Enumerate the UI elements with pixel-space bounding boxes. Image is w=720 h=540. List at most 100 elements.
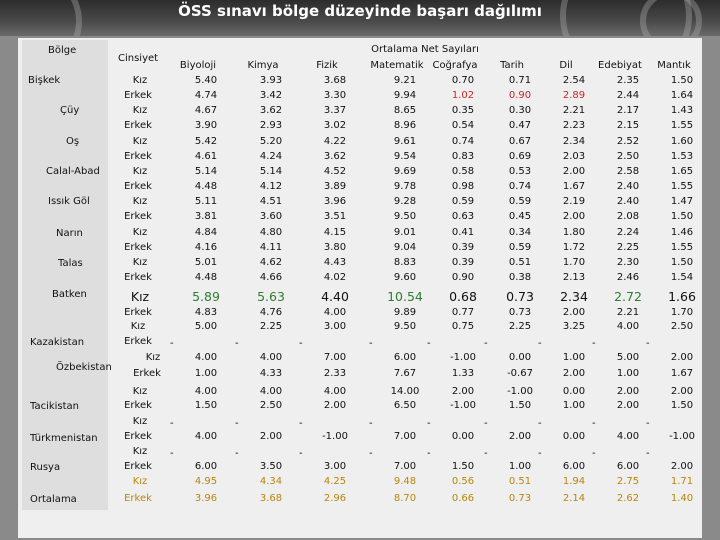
value-cell: 3.89 (323, 181, 347, 192)
value-cell: 2.33 (323, 368, 347, 379)
value-cell: 0.53 (508, 166, 532, 177)
value-cell: 1.71 (670, 476, 694, 487)
gender-cell: Kız (132, 416, 148, 427)
value-cell: 0.39 (451, 242, 475, 253)
value-cell: 2.00 (562, 368, 586, 379)
gender-cell: Erkek (124, 151, 152, 162)
region-label: Ortalama (30, 494, 77, 505)
value-cell: 0.74 (451, 136, 475, 147)
value-cell: 0.00 (508, 352, 532, 363)
value-cell: 5.20 (259, 136, 283, 147)
value-cell: 5.14 (194, 166, 218, 177)
value-cell: 4.15 (323, 227, 347, 238)
header-subject: Matematik (370, 60, 424, 71)
value-cell: 3.37 (323, 105, 347, 116)
gender-cell: Kız (132, 196, 148, 207)
value-cell: 2.00 (259, 431, 283, 442)
gender-cell: Kız (132, 75, 148, 86)
value-cell: 9.48 (393, 476, 417, 487)
value-cell: 9.01 (393, 227, 417, 238)
value-cell: 2.50 (616, 151, 640, 162)
value-cell: 4.16 (194, 242, 218, 253)
header-subject: Edebiyat (598, 60, 642, 71)
value-cell: 4.11 (259, 242, 283, 253)
value-cell: 1.70 (562, 257, 586, 268)
value-cell: 0.54 (451, 120, 475, 131)
value-cell: 1.72 (562, 242, 586, 253)
value-cell: - (299, 448, 303, 459)
header-subject: Kimya (247, 60, 279, 71)
gender-cell: Erkek (124, 242, 152, 253)
value-cell: 6.00 (393, 352, 417, 363)
value-cell: 1.50 (670, 400, 694, 411)
value-cell: 10.54 (387, 289, 423, 304)
value-cell: 9.94 (393, 90, 417, 101)
value-cell: 3.62 (259, 105, 283, 116)
value-cell: 9.60 (393, 272, 417, 283)
value-cell: 3.25 (562, 321, 586, 332)
value-cell: 0.90 (451, 272, 475, 283)
value-cell: 4.33 (259, 368, 283, 379)
gender-cell: Erkek (124, 90, 152, 101)
gender-cell: Erkek (124, 272, 152, 283)
gender-cell: Erkek (124, 400, 152, 411)
value-cell: 1.50 (670, 75, 694, 86)
value-cell: - (592, 448, 596, 459)
value-cell: -0.67 (507, 368, 533, 379)
value-cell: 2.17 (616, 105, 640, 116)
value-cell: 2.25 (259, 321, 283, 332)
gender-cell: Kız (132, 136, 148, 147)
header-subject: Mantık (657, 60, 691, 71)
value-cell: -1.00 (507, 386, 533, 397)
value-cell: 1.00 (194, 368, 218, 379)
region-label: Batken (52, 289, 87, 300)
value-cell: 0.00 (562, 431, 586, 442)
value-cell: - (369, 418, 373, 429)
value-cell: 4.83 (194, 307, 218, 318)
value-cell: - (369, 338, 373, 349)
value-cell: 1.02 (451, 90, 475, 101)
value-cell: 4.67 (194, 105, 218, 116)
value-cell: - (646, 418, 650, 429)
value-cell: 2.19 (562, 196, 586, 207)
value-cell: 0.67 (508, 136, 532, 147)
gender-cell: Kız (132, 386, 148, 397)
region-label: Rusya (30, 462, 61, 473)
header-cinsiyet: Cinsiyet (118, 53, 159, 64)
value-cell: 4.48 (194, 272, 218, 283)
value-cell: 6.00 (616, 461, 640, 472)
value-cell: 0.66 (451, 493, 475, 504)
value-cell: 0.58 (451, 166, 475, 177)
value-cell: 0.69 (508, 151, 532, 162)
gender-cell: Kız (132, 476, 148, 487)
value-cell: 2.75 (616, 476, 640, 487)
value-cell: - (235, 338, 239, 349)
region-label: Narın (56, 228, 83, 239)
value-cell: - (170, 418, 174, 429)
value-cell: 0.56 (451, 476, 475, 487)
value-cell: 7.00 (393, 461, 417, 472)
value-cell: -1.00 (669, 431, 695, 442)
value-cell: 1.43 (670, 105, 694, 116)
value-cell: 14.00 (390, 386, 420, 397)
value-cell: 4.02 (323, 272, 347, 283)
value-cell: 0.41 (451, 227, 475, 238)
region-label: Calal-Abad (46, 166, 100, 177)
value-cell: 5.11 (194, 196, 218, 207)
value-cell: - (235, 448, 239, 459)
value-cell: 4.48 (194, 181, 218, 192)
value-cell: 0.90 (508, 90, 532, 101)
value-cell: 2.96 (323, 493, 347, 504)
value-cell: 3.96 (323, 196, 347, 207)
value-cell: 4.00 (194, 352, 218, 363)
value-cell: 2.40 (616, 196, 640, 207)
value-cell: 3.80 (323, 242, 347, 253)
value-cell: 8.65 (393, 105, 417, 116)
value-cell: 3.42 (259, 90, 283, 101)
gender-cell: Kız (132, 446, 148, 457)
value-cell: - (484, 418, 488, 429)
value-cell: 2.72 (614, 289, 642, 304)
value-cell: 4.00 (259, 352, 283, 363)
value-cell: 2.00 (670, 461, 694, 472)
value-cell: 4.84 (194, 227, 218, 238)
